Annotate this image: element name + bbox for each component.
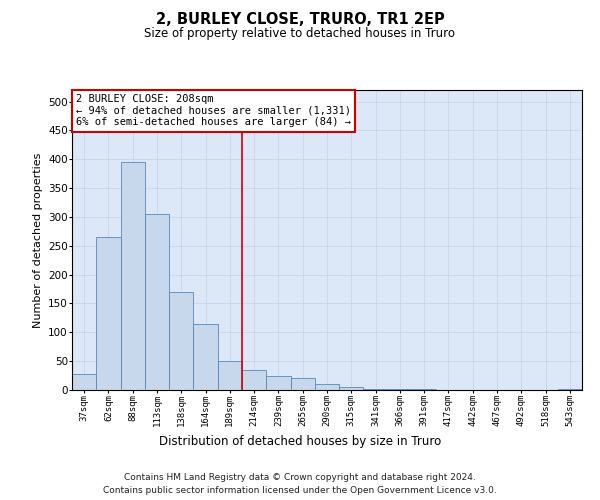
Text: 2, BURLEY CLOSE, TRURO, TR1 2EP: 2, BURLEY CLOSE, TRURO, TR1 2EP xyxy=(155,12,445,28)
Text: Contains HM Land Registry data © Crown copyright and database right 2024.: Contains HM Land Registry data © Crown c… xyxy=(124,472,476,482)
Bar xyxy=(121,162,145,390)
Bar xyxy=(193,324,218,390)
Bar xyxy=(72,374,96,390)
Bar xyxy=(339,387,364,390)
Bar xyxy=(315,384,339,390)
Y-axis label: Number of detached properties: Number of detached properties xyxy=(32,152,43,328)
Text: Contains public sector information licensed under the Open Government Licence v3: Contains public sector information licen… xyxy=(103,486,497,495)
Text: 2 BURLEY CLOSE: 208sqm
← 94% of detached houses are smaller (1,331)
6% of semi-d: 2 BURLEY CLOSE: 208sqm ← 94% of detached… xyxy=(76,94,351,128)
Bar xyxy=(169,292,193,390)
Text: Size of property relative to detached houses in Truro: Size of property relative to detached ho… xyxy=(145,28,455,40)
Text: Distribution of detached houses by size in Truro: Distribution of detached houses by size … xyxy=(159,435,441,448)
Bar xyxy=(290,378,315,390)
Bar xyxy=(96,237,121,390)
Bar xyxy=(242,370,266,390)
Bar xyxy=(558,389,582,390)
Bar xyxy=(218,361,242,390)
Bar xyxy=(145,214,169,390)
Bar xyxy=(364,389,388,390)
Bar xyxy=(266,376,290,390)
